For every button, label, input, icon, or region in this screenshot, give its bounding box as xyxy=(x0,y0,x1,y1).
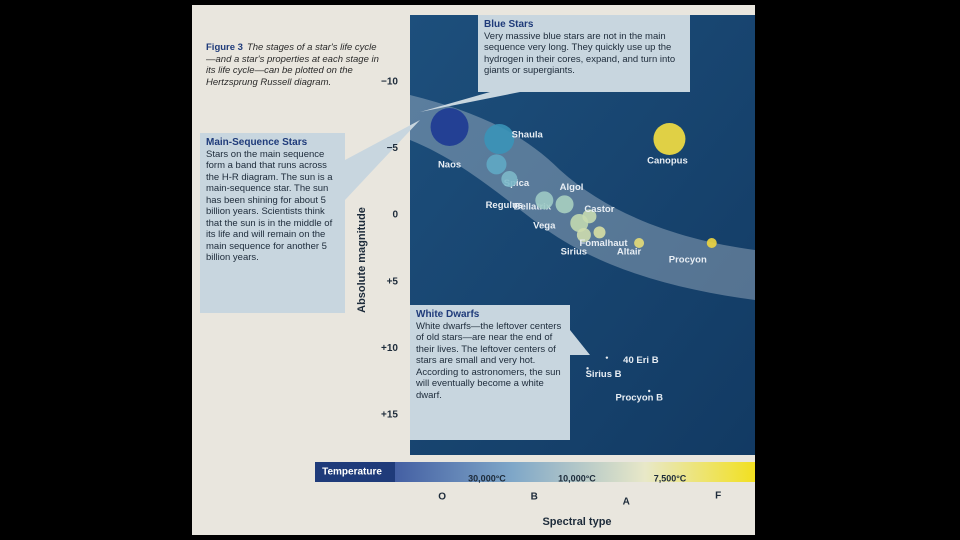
x-tick-label: A xyxy=(623,497,630,508)
x-tick-label: O xyxy=(438,492,446,503)
star xyxy=(653,123,686,155)
x-tick-label: F xyxy=(715,491,721,502)
star-label: Spica xyxy=(504,178,530,189)
callout: Blue Stars Very massive blue stars are no… xyxy=(478,15,690,92)
star-label: Shaula xyxy=(512,130,544,141)
callout-pointer xyxy=(420,92,520,112)
star-label: Regulus xyxy=(486,200,523,211)
star xyxy=(535,191,554,210)
star-label: Procyon xyxy=(669,255,707,266)
callout-title: Blue Stars xyxy=(484,19,534,30)
callout-title: White Dwarfs xyxy=(416,309,480,320)
star-label: Algol xyxy=(560,182,584,193)
star xyxy=(593,226,606,239)
temperature-title-bg xyxy=(315,462,395,482)
y-tick-label: −5 xyxy=(387,143,399,154)
temperature-label: 10,000°C xyxy=(558,473,596,483)
caption-label: Figure 3 xyxy=(206,42,243,53)
star xyxy=(555,195,574,214)
callout-pointer xyxy=(570,330,590,355)
callout: White Dwarfs White dwarfs—the leftover ce… xyxy=(410,305,570,440)
x-tick-label: B xyxy=(531,492,538,503)
temperature-bar xyxy=(315,462,755,482)
callout-pointer xyxy=(345,120,420,200)
figure-caption: Figure 3 The stages of a star's life cycl… xyxy=(206,42,381,88)
star-label: Bellatrix xyxy=(514,202,552,213)
star xyxy=(582,209,597,224)
x-axis-label: Spectral type xyxy=(542,516,611,528)
caption-text: The stages of a star's life cycle—and a … xyxy=(206,42,379,88)
y-tick-label: +15 xyxy=(381,410,398,421)
y-tick-label: +10 xyxy=(381,343,398,354)
callout-text: White dwarfs—the leftover centers of old… xyxy=(416,320,562,401)
star-label: Canopus xyxy=(647,156,688,167)
star xyxy=(634,238,645,248)
star xyxy=(484,124,515,154)
star-label: Fomalhaut xyxy=(580,238,629,249)
callout-title: Main-Sequence Stars xyxy=(206,137,308,148)
callout-text: Stars on the main sequence form a band t… xyxy=(206,148,333,264)
star xyxy=(586,367,589,370)
star-label: Procyon B xyxy=(615,393,663,404)
star xyxy=(486,154,507,175)
star-label: Vega xyxy=(533,221,556,232)
callout: Main-Sequence Stars Stars on the main seq… xyxy=(200,133,345,313)
star-label: Sirius xyxy=(561,247,587,258)
temperature-title: Temperature xyxy=(322,467,382,478)
y-tick-label: −10 xyxy=(381,76,398,87)
temperature-label: 30,000°C xyxy=(468,473,506,483)
y-axis-label: Absolute magnitude xyxy=(356,207,368,313)
callout-text: Very massive blue stars are not in the m… xyxy=(484,30,676,77)
y-tick-label: +5 xyxy=(387,276,399,287)
star xyxy=(706,238,717,248)
star xyxy=(501,171,518,187)
star-label: 40 Eri B xyxy=(623,355,659,366)
star xyxy=(430,108,469,146)
star-label: Castor xyxy=(584,204,614,215)
star-label: Altair xyxy=(617,247,642,258)
y-tick-label: 0 xyxy=(392,210,398,221)
temperature-label: 7,500°C xyxy=(654,473,687,483)
star xyxy=(605,356,609,359)
star xyxy=(576,228,591,242)
star-label: Naos xyxy=(438,160,461,171)
star xyxy=(648,389,651,393)
star-label: Sirius B xyxy=(586,369,622,380)
